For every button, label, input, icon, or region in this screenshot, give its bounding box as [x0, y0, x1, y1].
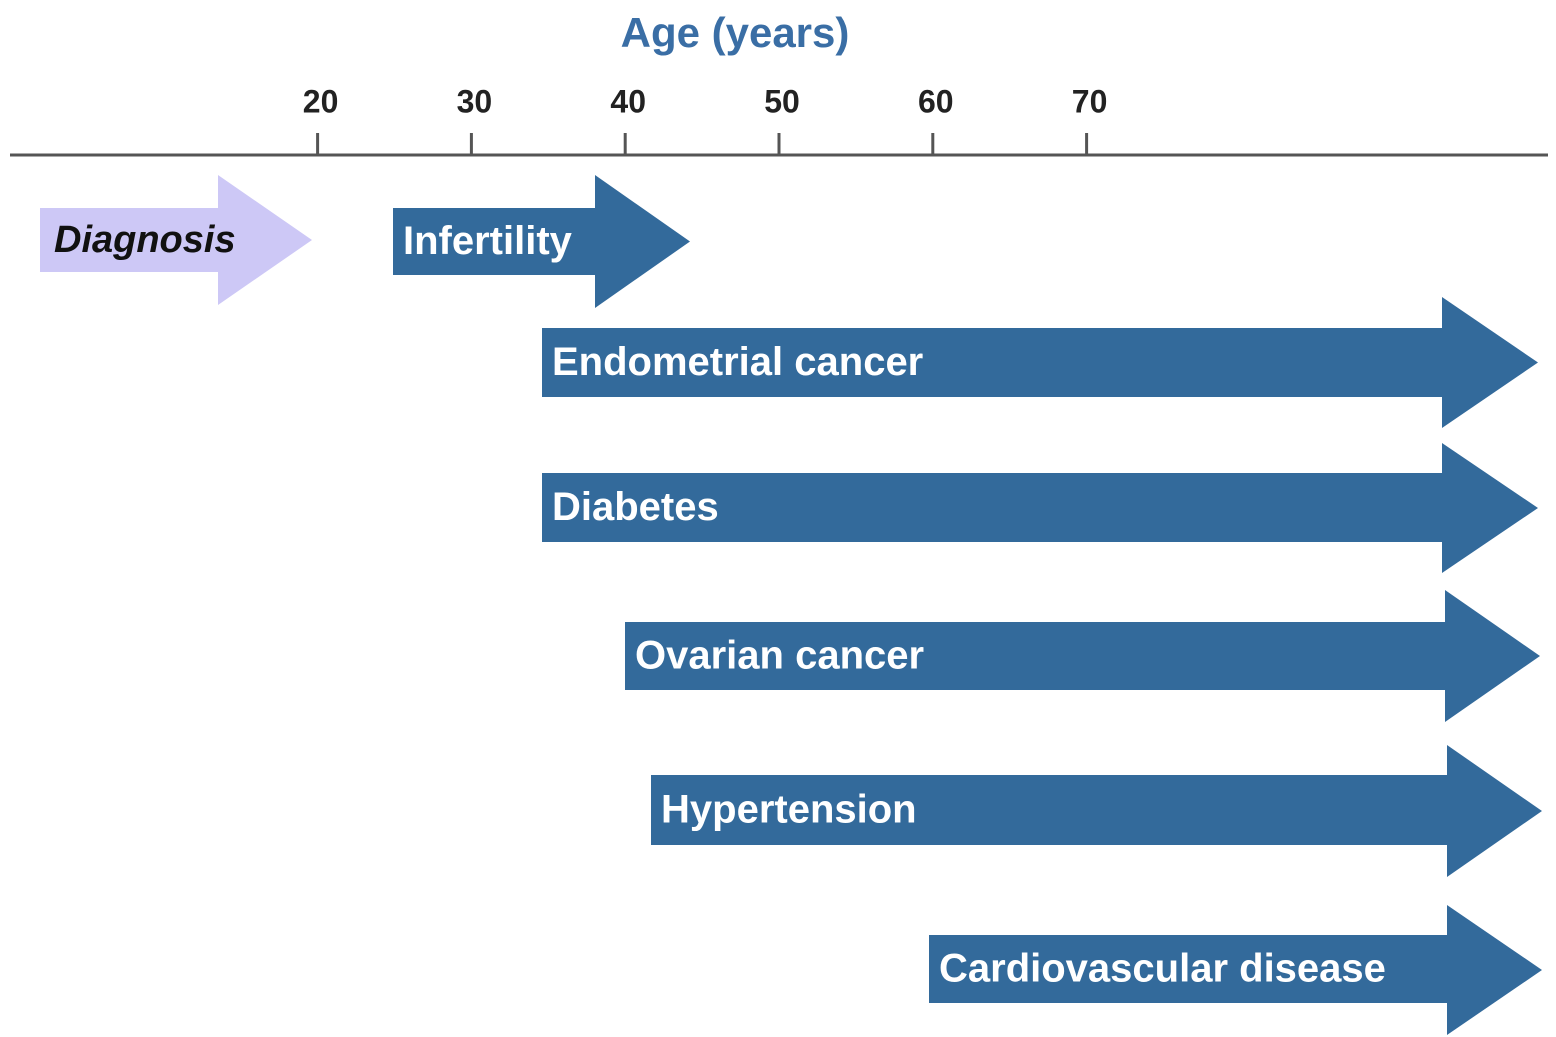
tick-label: 70 [1072, 83, 1108, 119]
arrow-label: Ovarian cancer [635, 634, 924, 678]
arrow [625, 590, 1540, 722]
axis-title: Age (years) [621, 9, 850, 56]
tick-label: 50 [764, 83, 800, 119]
arrow [542, 443, 1538, 573]
tick-label: 60 [918, 83, 954, 119]
arrow [542, 297, 1538, 428]
arrow-label: Hypertension [661, 788, 917, 832]
arrow-label: Diagnosis [54, 219, 236, 261]
arrow [40, 175, 312, 305]
arrow-label: Cardiovascular disease [939, 947, 1386, 991]
tick-label: 30 [457, 83, 493, 119]
tick-label: 20 [303, 83, 339, 119]
arrow-label: Infertility [403, 219, 573, 263]
arrow [929, 905, 1542, 1035]
arrow [651, 745, 1542, 877]
tick-label: 40 [610, 83, 646, 119]
arrow-label: Diabetes [552, 485, 719, 529]
arrow [393, 175, 690, 308]
arrow-label: Endometrial cancer [552, 340, 923, 384]
